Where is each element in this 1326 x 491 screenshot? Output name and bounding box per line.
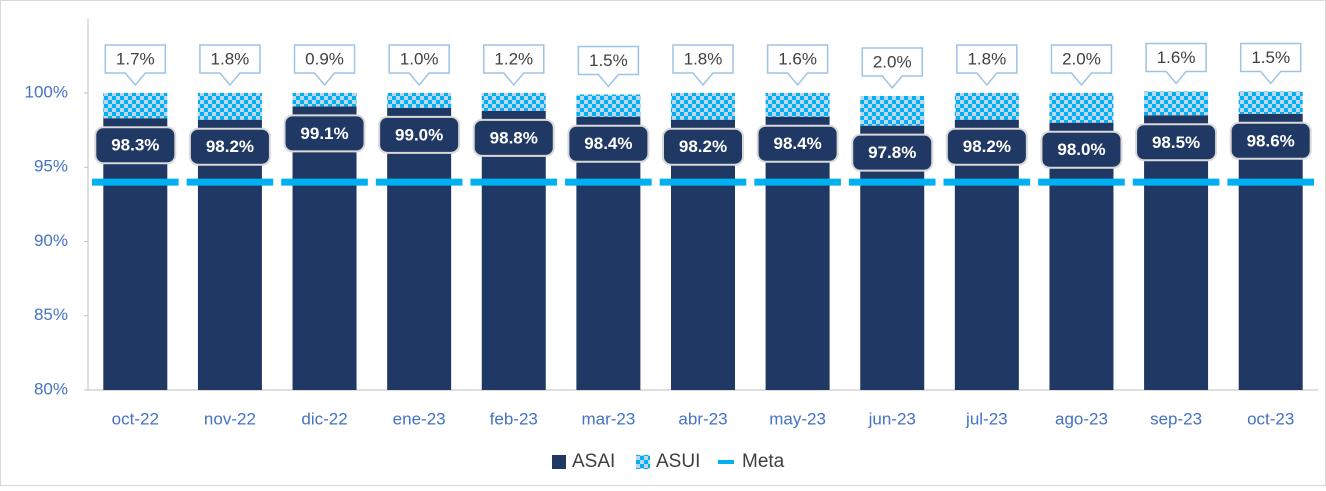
- value-label: 1.5%: [589, 51, 628, 70]
- legend-swatch: [552, 455, 566, 469]
- value-label: 1.6%: [778, 49, 817, 68]
- value-label-box: [94, 126, 177, 165]
- value-label: 1.8%: [684, 49, 723, 68]
- bar: [1049, 93, 1114, 123]
- x-tick-label: sep-23: [1150, 409, 1202, 428]
- bar: [1238, 113, 1303, 390]
- callout: [956, 44, 1018, 87]
- y-tick-label: 80%: [34, 379, 68, 398]
- value-label: 2.0%: [1062, 49, 1101, 68]
- value-label: 98.4%: [774, 134, 822, 153]
- bar: [671, 93, 735, 120]
- bar: [860, 95, 925, 126]
- value-label: 1.7%: [116, 49, 155, 68]
- callout: [483, 44, 545, 87]
- value-label: 97.8%: [868, 143, 916, 162]
- value-label: 2.0%: [873, 52, 912, 71]
- value-label-box: [283, 114, 366, 153]
- callout: [672, 44, 734, 87]
- bar: [765, 93, 830, 117]
- x-tick-label: may-23: [769, 409, 826, 428]
- x-tick-label: nov-22: [204, 409, 256, 428]
- y-tick-label: 95%: [34, 157, 68, 176]
- value-label: 1.0%: [400, 49, 439, 68]
- x-tick-label: ene-23: [393, 409, 446, 428]
- value-label-box: [472, 118, 555, 157]
- legend-label: Meta: [742, 451, 785, 472]
- x-tick-label: jun-23: [868, 409, 916, 428]
- bar: [103, 93, 168, 119]
- value-label-box: [1135, 123, 1218, 162]
- callout: [104, 44, 167, 87]
- value-label: 1.6%: [1157, 48, 1196, 67]
- y-tick-label: 85%: [34, 305, 68, 324]
- value-label-box: [945, 127, 1028, 166]
- value-label: 1.5%: [1251, 48, 1290, 67]
- callout: [861, 47, 923, 90]
- value-label: 1.8%: [211, 49, 250, 68]
- bar: [1144, 91, 1209, 116]
- callout: [1239, 42, 1302, 85]
- bar: [481, 93, 546, 111]
- callout: [388, 44, 450, 87]
- bar: [576, 94, 641, 117]
- bar: [1238, 91, 1303, 114]
- value-label-box: [851, 133, 934, 172]
- value-label: 98.2%: [679, 137, 727, 156]
- x-tick-label: feb-23: [490, 409, 538, 428]
- value-label-box: [756, 124, 839, 163]
- value-label: 98.8%: [490, 128, 538, 147]
- legend-swatch: [636, 455, 650, 469]
- value-label: 99.0%: [395, 125, 443, 144]
- x-tick-label: mar-23: [581, 409, 635, 428]
- value-label: 98.6%: [1247, 131, 1295, 150]
- x-tick-label: jul-23: [965, 409, 1008, 428]
- value-label-box: [1040, 130, 1123, 169]
- value-label: 99.1%: [300, 124, 348, 143]
- value-label: 98.3%: [111, 136, 159, 155]
- legend-label: ASUI: [656, 451, 700, 472]
- value-label: 98.2%: [206, 137, 254, 156]
- value-label-box: [567, 124, 650, 163]
- bar: [954, 93, 1019, 120]
- callout: [577, 45, 640, 88]
- bar: [292, 93, 357, 107]
- bar: [387, 107, 452, 390]
- value-label-box: [662, 127, 744, 166]
- legend-label: ASAI: [572, 451, 615, 472]
- x-tick-label: oct-22: [112, 409, 159, 428]
- bar: [481, 110, 546, 390]
- value-label: 1.2%: [494, 49, 533, 68]
- value-label: 98.4%: [584, 134, 632, 153]
- value-label: 0.9%: [305, 49, 344, 68]
- value-label: 98.5%: [1152, 133, 1200, 152]
- bar: [197, 93, 262, 120]
- callout: [293, 44, 356, 87]
- x-tick-label: oct-23: [1247, 409, 1294, 428]
- x-tick-label: ago-23: [1055, 409, 1108, 428]
- callout: [766, 44, 829, 87]
- callout: [199, 44, 261, 87]
- x-tick-label: abr-23: [678, 409, 727, 428]
- bar: [292, 106, 357, 391]
- value-label-box: [188, 127, 271, 166]
- value-label: 98.2%: [963, 137, 1011, 156]
- bar: [387, 93, 452, 108]
- value-label: 98.0%: [1057, 140, 1105, 159]
- y-tick-label: 90%: [34, 231, 68, 250]
- value-label-box: [378, 115, 461, 154]
- callout: [1050, 44, 1113, 87]
- value-label: 1.8%: [967, 49, 1006, 68]
- x-tick-label: dic-22: [301, 409, 347, 428]
- y-tick-label: 100%: [25, 82, 68, 101]
- callout: [1145, 42, 1207, 85]
- value-label-box: [1229, 121, 1312, 160]
